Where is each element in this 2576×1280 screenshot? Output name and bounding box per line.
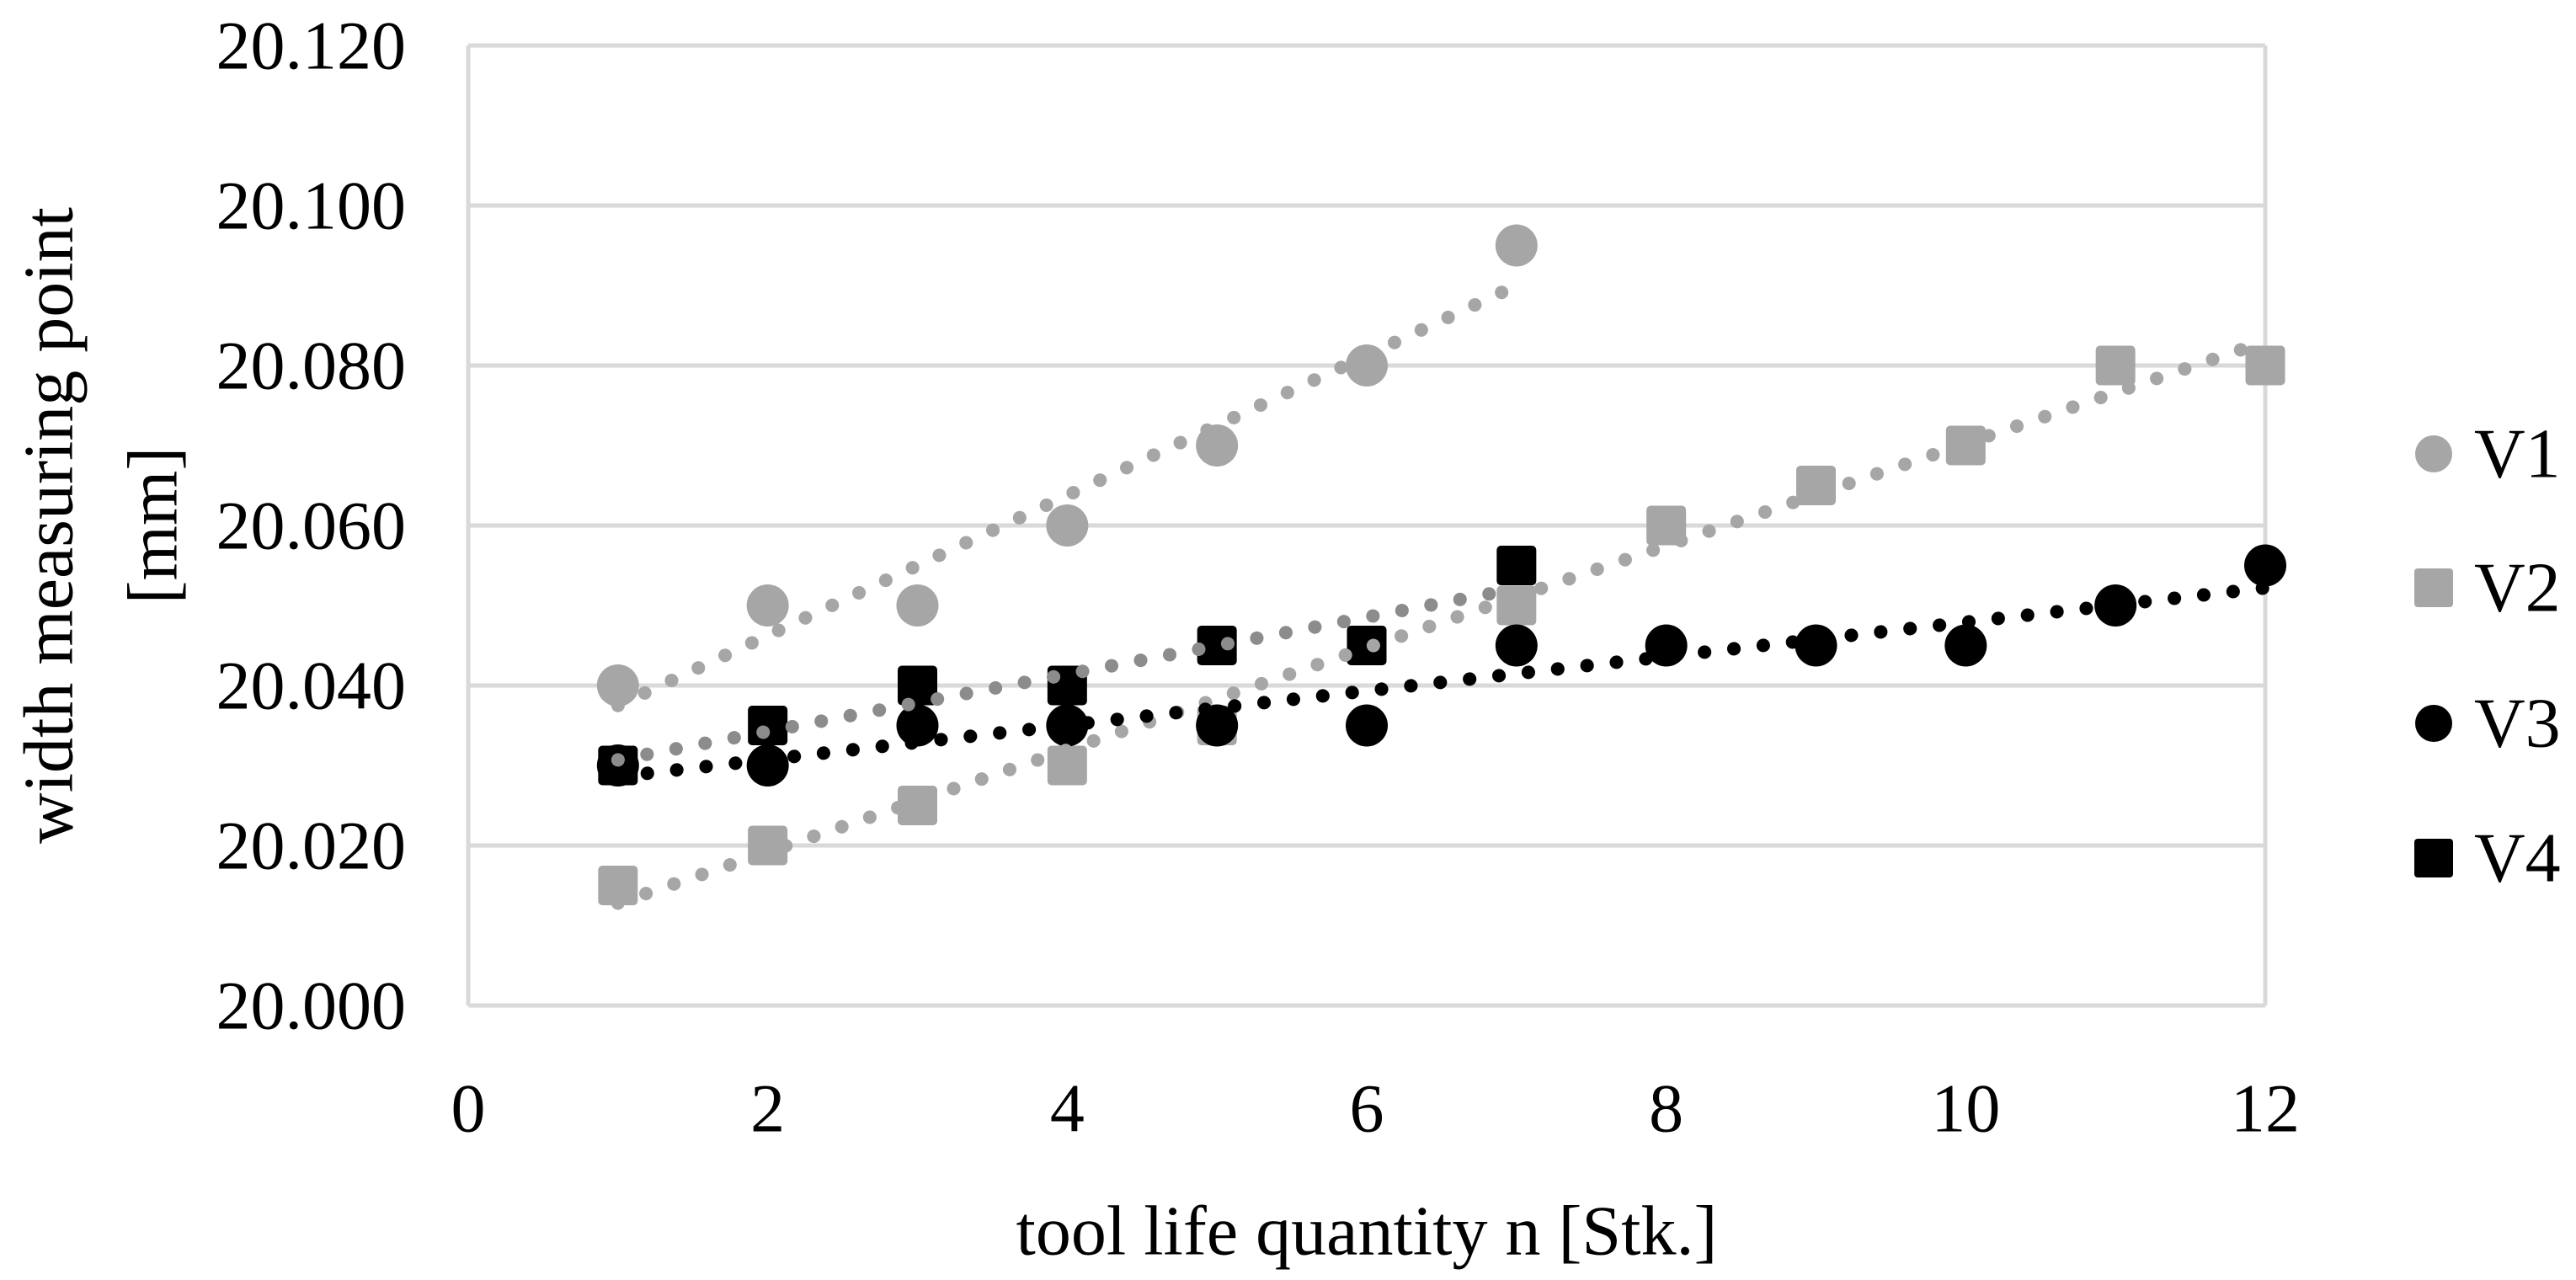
trendlines-group [611,279,2272,910]
legend-label-v1: V1 [2474,415,2561,493]
data-points-group [596,224,2286,905]
v2-point [1646,505,1687,546]
v1-point [1046,504,1089,547]
v2-point [598,866,638,905]
v1-point [596,664,639,707]
v3-point [1346,704,1388,747]
x-tick-label: 0 [451,1070,486,1147]
y-tick-label: 20.040 [216,648,407,724]
y-tick-label: 20.060 [216,488,407,564]
v3-trendline [611,581,2272,784]
v3-point [2244,544,2286,587]
legend-label-v3: V3 [2474,685,2561,763]
v4-point [1197,626,1237,665]
v1-point [1495,224,1538,267]
y-tick-label: 20.000 [216,968,407,1044]
legend-marker-v2-icon [2414,568,2453,607]
x-tick-label: 10 [1931,1070,2000,1147]
x-tick-labels: 0 2 4 6 8 10 12 [451,1070,2301,1147]
v1-point [746,584,789,627]
y-tick-label: 20.080 [216,328,407,404]
v2-trendline [611,334,2272,910]
v4-point [748,706,788,745]
x-tick-label: 12 [2231,1070,2300,1147]
legend-marker-v4-icon [2414,839,2453,877]
v4-trendline [611,582,1523,767]
v4-point [898,665,937,706]
v3-point [1495,624,1538,667]
y-axis-unit: [mm] [115,447,193,605]
v2-point [2095,345,2136,386]
legend-marker-v1-icon [2415,435,2452,472]
v1-trendline [611,279,1523,712]
legend-label-v4: V4 [2474,819,2561,898]
y-tick-labels: 20.120 20.100 20.080 20.060 20.040 20.020 20.0… [216,8,407,1044]
v3-point [1795,624,1837,667]
x-tick-label: 4 [1050,1070,1085,1147]
y-axis-title: width measuring point [10,207,88,844]
legend: V1 V2 V3 V4 [2414,415,2561,898]
v2-point [2245,345,2285,386]
v2-point [1796,466,1836,505]
legend-label-v2: V2 [2474,549,2561,627]
v4-point [1496,546,1537,585]
x-axis-title: tool life quantity n [Stk.] [1016,1192,1718,1271]
y-tick-label: 20.100 [216,168,407,244]
v3-point [1046,704,1089,747]
x-tick-label: 8 [1649,1070,1683,1147]
x-tick-label: 6 [1350,1070,1384,1147]
gridlines-group [466,43,2268,1008]
x-tick-label: 2 [750,1070,785,1147]
v1-point [1346,344,1388,387]
v3-point [896,704,939,747]
v2-point [1047,745,1087,786]
y-tick-label: 20.020 [216,808,407,884]
legend-marker-v3-icon [2415,705,2452,742]
v1-point [896,584,939,627]
v3-point [1944,624,1987,667]
y-tick-label: 20.120 [216,8,407,84]
v2-point [1496,585,1537,626]
